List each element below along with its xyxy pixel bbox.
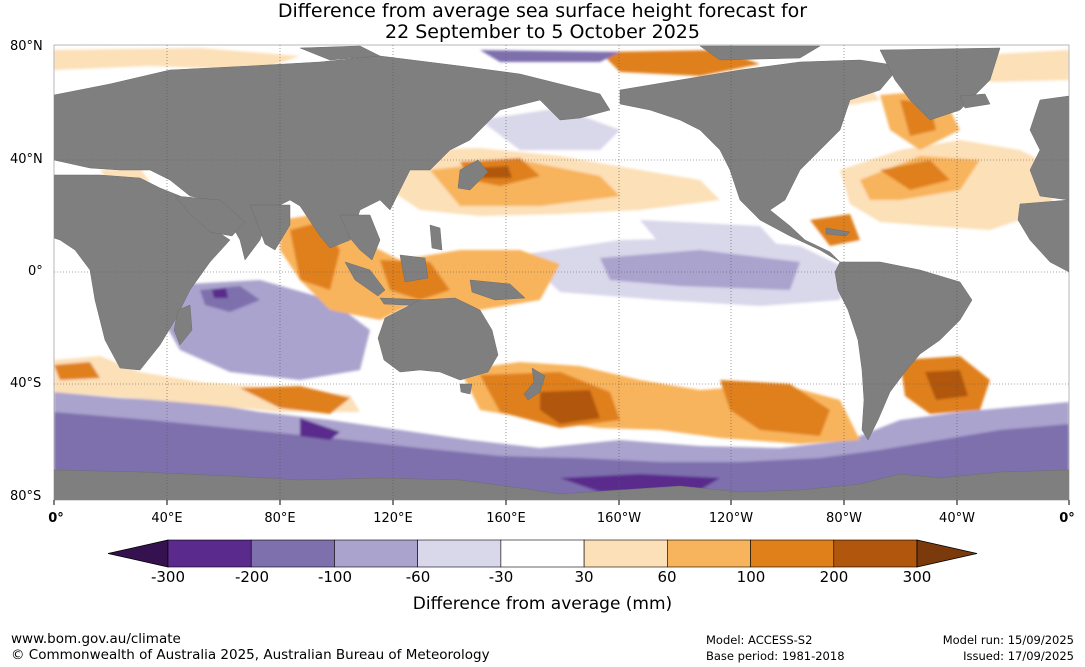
colorbar-tick-label: -300 — [150, 568, 186, 586]
land-antarctica — [54, 469, 1069, 500]
southern-ocean-strong-negative — [54, 412, 1069, 500]
lon-label-120e: 120°E — [373, 511, 413, 526]
colorbar-swatch — [833, 539, 918, 568]
lat-label-40s: 40°S — [10, 376, 42, 391]
land-africa-west — [1017, 199, 1069, 273]
lon-label-40w: 40°W — [939, 511, 975, 526]
land-sumatra — [344, 261, 386, 297]
lon-label-0: 0° — [48, 511, 64, 526]
map-frame — [53, 44, 1070, 501]
lat-label-40n: 40°N — [10, 152, 43, 167]
colorbar-tick-label: 100 — [736, 568, 766, 586]
footer-base-period: Base period: 1981-2018 — [706, 649, 845, 663]
colorbar-tick-label: -100 — [317, 568, 353, 586]
sea-surface-height-map — [53, 44, 1070, 505]
lon-label-160w: 160°W — [596, 511, 642, 526]
colorbar-tick-label: 30 — [574, 568, 594, 586]
footer-url: www.bom.gov.au/climate — [11, 631, 181, 647]
land-philippines — [429, 224, 443, 251]
land-greenland — [879, 47, 1001, 121]
lat-label-equator: 0° — [28, 264, 43, 279]
lon-label-40e: 40°E — [151, 511, 183, 526]
map-title-line-2: 22 September to 5 October 2025 — [385, 21, 700, 43]
colorbar-swatch — [250, 539, 335, 568]
colorbar-swatch — [667, 539, 751, 568]
colorbar-swatch — [417, 539, 502, 568]
lon-label-160e: 160°E — [486, 511, 526, 526]
colorbar-tick-label: 300 — [902, 568, 932, 586]
map-title-line-1: Difference from average sea surface heig… — [277, 0, 808, 22]
colorbar-title: Difference from average (mm) — [412, 594, 673, 614]
land-arabia — [174, 195, 246, 237]
land-madagascar — [173, 304, 193, 346]
colorbar-swatch — [500, 539, 585, 568]
colorbar-swatch — [334, 539, 418, 568]
lat-label-80n: 80°N — [10, 39, 43, 54]
land-south-america — [834, 261, 973, 441]
land-southeast-asia — [339, 214, 381, 261]
land-japan — [457, 159, 489, 191]
land — [54, 45, 1069, 500]
land-north-america — [619, 59, 901, 263]
land-europe-west — [1029, 95, 1069, 201]
colorbar-tick-label: 200 — [819, 568, 849, 586]
lon-label-0-east: 0° — [1059, 511, 1075, 526]
footer-model: Model: ACCESS-S2 — [706, 633, 813, 647]
land-australia — [377, 297, 499, 381]
land-iceland — [959, 93, 991, 109]
colorbar-tick-label: -200 — [234, 568, 270, 586]
footer-copyright: © Commonwealth of Australia 2025, Austra… — [11, 647, 490, 663]
graticule — [54, 45, 1069, 500]
colorbar-extend-min — [107, 539, 169, 568]
colorbar-swatch — [583, 539, 668, 568]
land-borneo — [399, 254, 429, 283]
land-new-guinea — [469, 279, 526, 301]
land-africa — [54, 174, 231, 371]
lon-label-80w: 80°W — [826, 511, 862, 526]
colorbar-tick-label: -60 — [405, 568, 431, 586]
colorbar-tick-label: -30 — [488, 568, 514, 586]
lon-label-120w: 120°W — [708, 511, 754, 526]
colorbar-swatch — [750, 539, 835, 568]
land-arctic-islands — [299, 45, 381, 61]
colorbar-extend-max — [916, 539, 978, 568]
axis-ticks — [53, 500, 1070, 505]
colorbar-tick-label: 60 — [657, 568, 677, 586]
footer-model-run: Model run: 15/09/2025 — [942, 633, 1074, 647]
lon-label-80e: 80°E — [264, 511, 296, 526]
lat-label-80s: 80°S — [10, 489, 42, 504]
footer-issued: Issued: 17/09/2025 — [963, 649, 1074, 663]
colorbar-swatch — [167, 539, 252, 568]
